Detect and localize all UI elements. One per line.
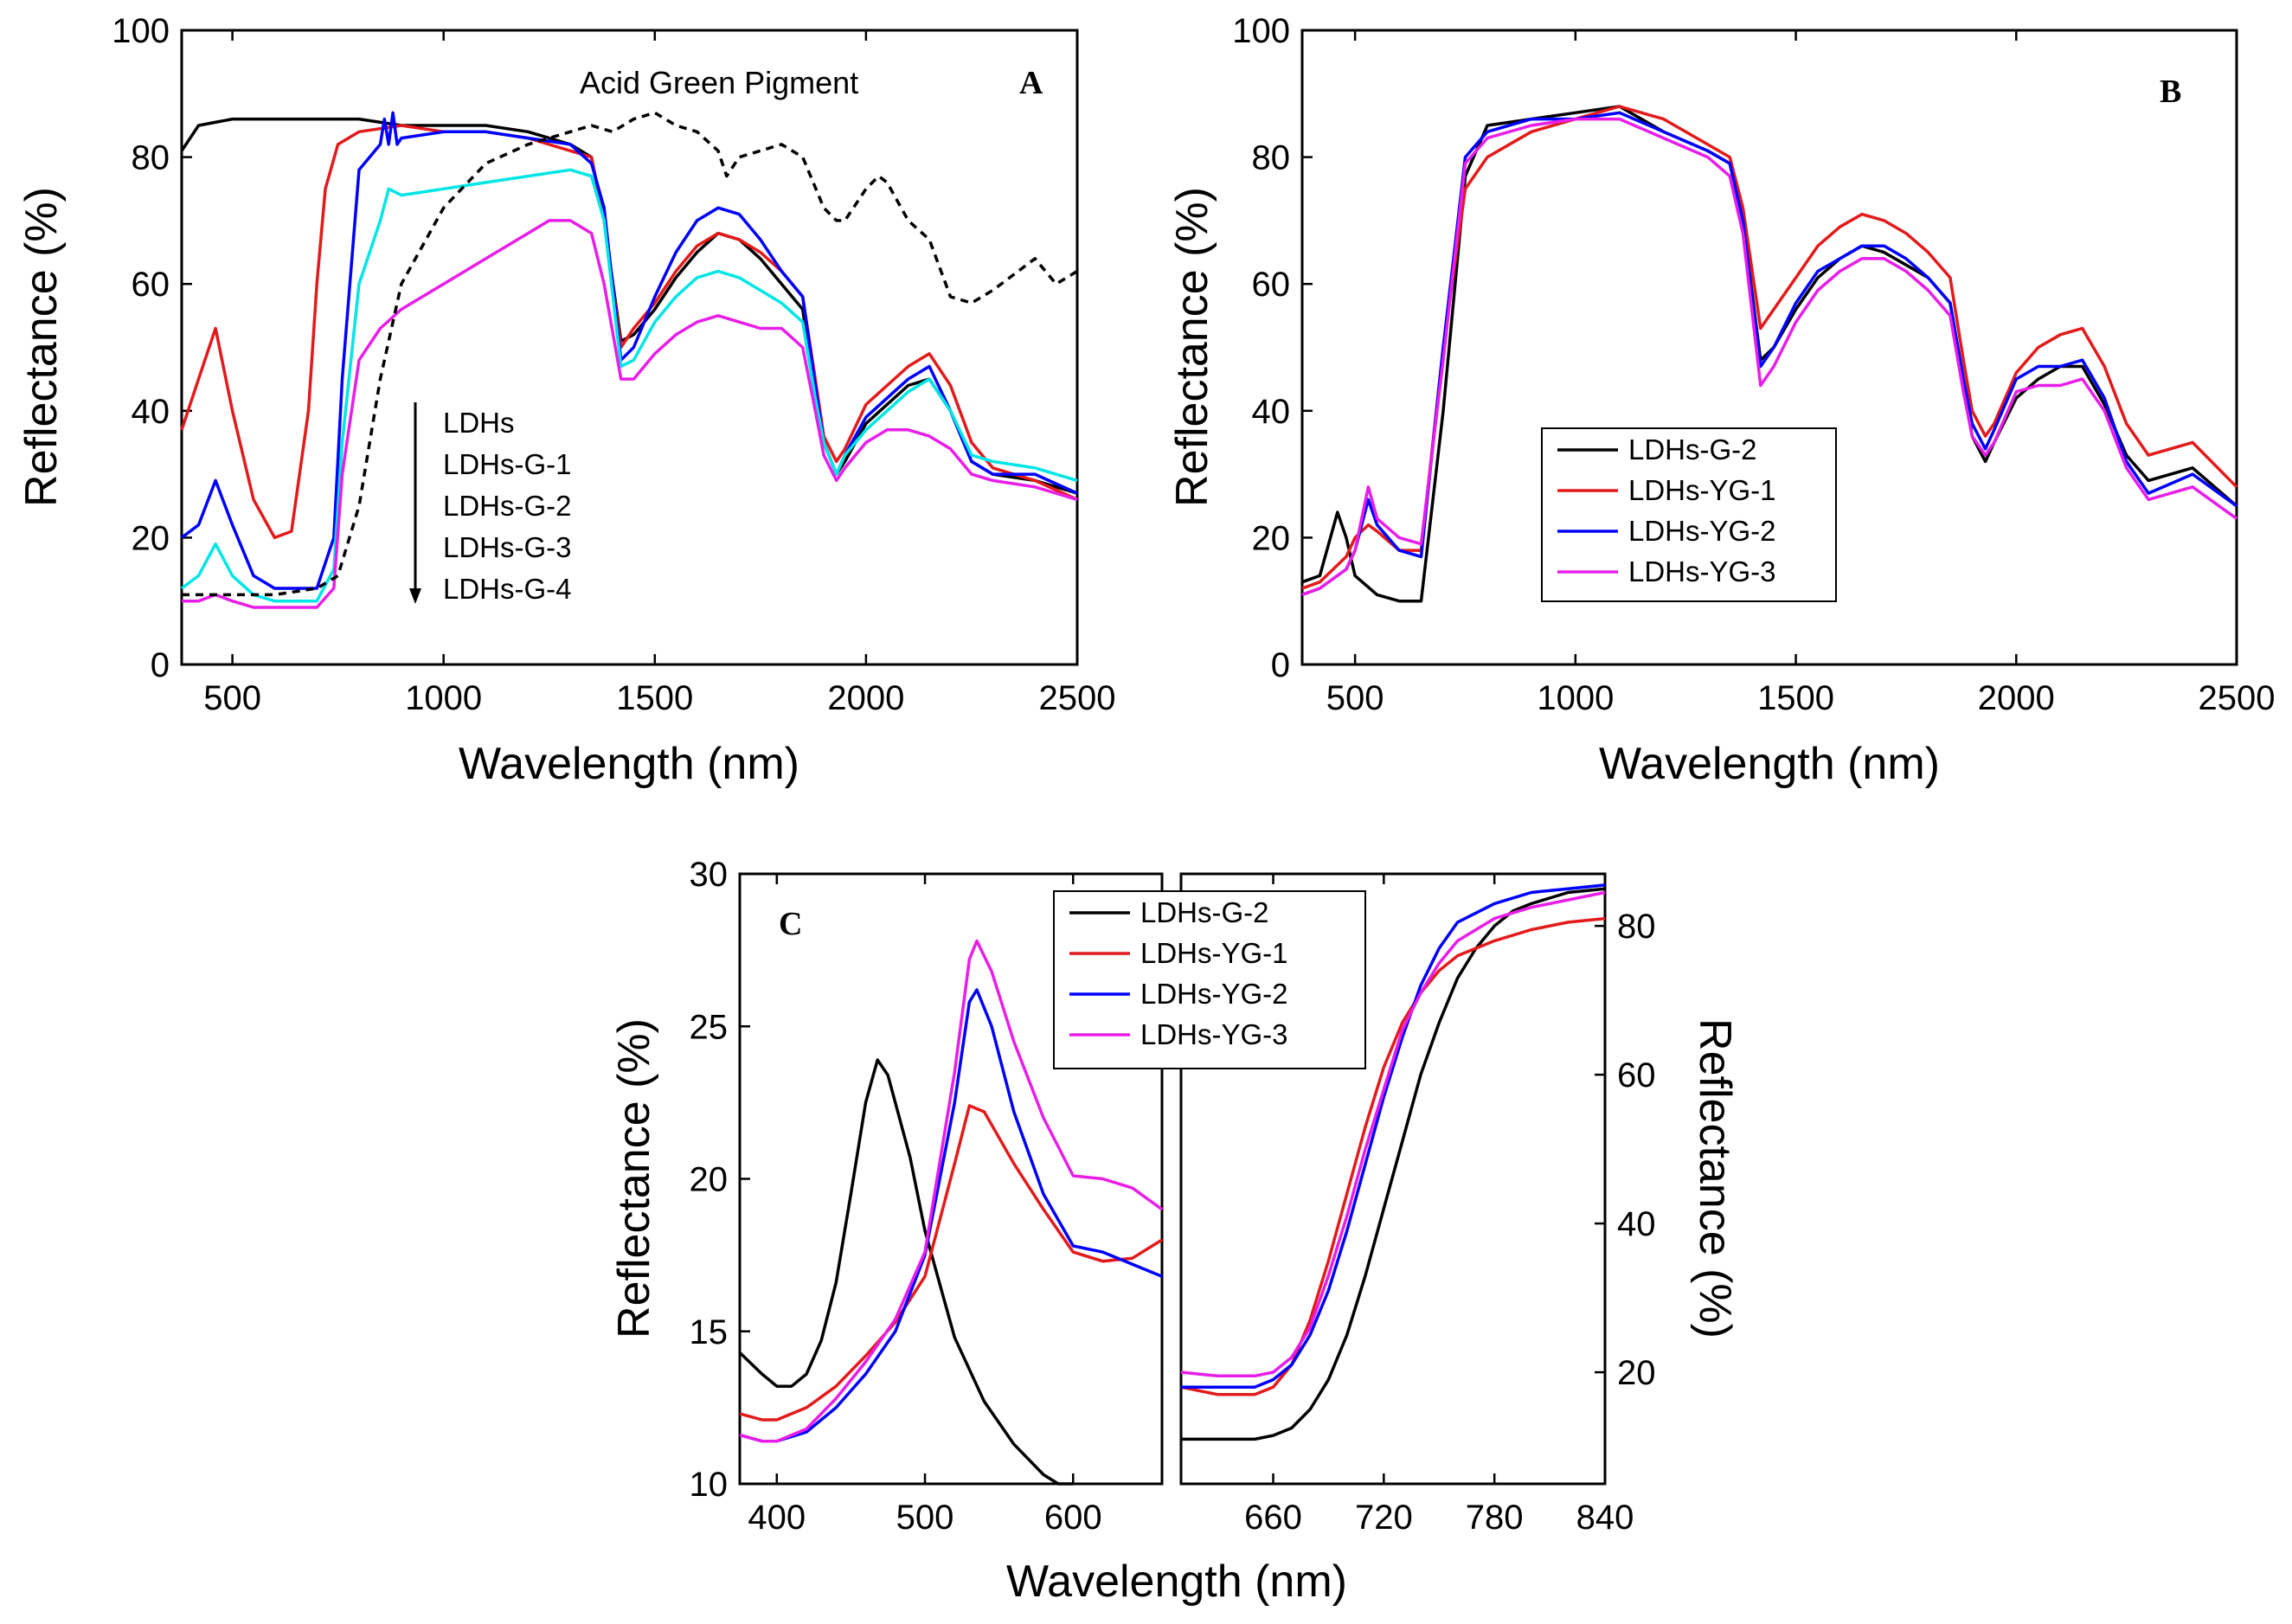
panel-b-xtick-label: 500	[1326, 679, 1384, 717]
panel-c-left-series-ldhs-yg-3	[739, 939, 1164, 1443]
panel-c-left-xtick-label: 500	[896, 1499, 954, 1537]
panel-a-series-acid-green-pigment	[182, 111, 1078, 597]
panel-a-series-ldhs-g-4	[182, 219, 1078, 609]
panel-b-series-ldhs-yg-1	[1301, 105, 2238, 590]
panel-b-xlabel: Wavelength (nm)	[1599, 739, 1940, 789]
panel-c-legend-label: LDHs-G-2	[1140, 896, 1269, 928]
panel-a-annotation: Acid Green Pigment	[580, 65, 858, 100]
panel-c-legend-label: LDHs-YG-1	[1140, 937, 1288, 969]
panel-b-ylabel: Reflectance (%)	[1167, 187, 1217, 507]
panel-c-left-xtick-label: 600	[1044, 1499, 1102, 1537]
panel-c-right-series-ldhs-yg-1	[1180, 916, 1606, 1396]
panel-c-left-ytick-label: 10	[690, 1466, 729, 1504]
panel-c-legend-label: LDHs-YG-2	[1140, 978, 1288, 1010]
panel-c-left-ytick-label: 20	[690, 1161, 729, 1199]
panel-a-frame	[180, 29, 1079, 666]
panel-a-ytick-label: 20	[132, 519, 170, 557]
panel-a-ytick-label: 80	[132, 139, 170, 177]
panel-b-ytick-label: 0	[1271, 646, 1290, 684]
panel-a-xtick-label: 500	[203, 679, 261, 717]
panel-c-letter: C	[779, 906, 802, 942]
panel-c-legend-box	[1053, 890, 1366, 1069]
panel-b-series-ldhs-yg-3	[1301, 117, 2238, 597]
panel-a-legend-item: LDHs-G-2	[443, 490, 572, 522]
panel-a: 500 1000 1500 2000 2500 0 20 40 60 80 100 A Acid G…	[16, 12, 1115, 789]
panel-c-left-series-ldhs-yg-1	[739, 1104, 1163, 1422]
panel-b-series-ldhs-g-2	[1301, 105, 2238, 603]
panel-a-legend-item: LDHs-G-3	[443, 531, 572, 563]
panel-a-legend-item: LDHs	[443, 407, 515, 439]
panel-b-frame	[1300, 29, 2238, 666]
panel-b-ytick-label: 20	[1252, 519, 1291, 557]
panel-b-ytick-label: 40	[1252, 393, 1291, 431]
panel-b-legend-label: LDHs-YG-2	[1628, 515, 1776, 547]
panel-a-xtick-label: 2500	[1039, 679, 1116, 717]
panel-a-xtick-label: 2000	[827, 679, 904, 717]
panel-c-left-ylabel: Reflectance (%)	[609, 1018, 659, 1338]
panel-c-left-ytick-label: 30	[690, 856, 729, 894]
panel-c-right-xtick-label: 840	[1576, 1499, 1634, 1537]
panel-c-right-xtick-label: 780	[1466, 1499, 1524, 1537]
panel-b-legend-label: LDHs-G-2	[1628, 433, 1757, 465]
panel-b-legend-label: LDHs-YG-1	[1628, 474, 1776, 506]
panel-a-series-ldhs-g-1	[180, 124, 1078, 540]
panel-a-ylabel: Reflectance (%)	[16, 187, 67, 507]
panel-c-right-series-ldhs-yg-2	[1181, 883, 1606, 1389]
panel-c-right-ytick-label: 20	[1617, 1354, 1656, 1392]
panel-a-ytick-label: 0	[151, 646, 170, 684]
panel-a-letter: A	[1019, 65, 1043, 101]
panel-c-right-frame	[1179, 872, 1607, 1486]
panel-a-ytick-label: 40	[132, 393, 170, 431]
panel-b-ytick-label: 100	[1232, 12, 1290, 50]
panel-b-legend: LDHs-G-2 LDHs-YG-1 LDHs-YG-2 LDHs-YG-3	[1541, 427, 1837, 602]
panel-a-legend-item: LDHs-G-1	[443, 448, 572, 480]
panel-c-right-ytick-label: 40	[1617, 1205, 1656, 1243]
panel-a-series-ldhs-g-3	[180, 168, 1078, 603]
panel-b-series-ldhs-yg-2	[1301, 111, 2238, 597]
panel-a-xlabel: Wavelength (nm)	[459, 739, 799, 789]
panel-c-left-ytick-label: 15	[690, 1313, 729, 1351]
panel-b-legend-label: LDHs-YG-3	[1628, 555, 1776, 587]
panel-b-ytick-label: 80	[1252, 139, 1291, 177]
panel-c-left-series-ldhs-g-2	[738, 1058, 1074, 1486]
panel-c-legend: LDHs-G-2 LDHs-YG-1 LDHs-YG-2 LDHs-YG-3	[1053, 890, 1366, 1069]
panel-a-ytick-label: 100	[112, 12, 170, 50]
panel-c-xlabel: Wavelength (nm)	[1006, 1557, 1347, 1607]
legend-arrow-head-icon	[409, 588, 421, 604]
panel-a-ytick-label: 60	[132, 266, 170, 304]
panel-c-left-series-ldhs-yg-2	[739, 988, 1163, 1443]
panel-b-xtick-label: 2000	[1978, 679, 2055, 717]
panel-b-xtick-label: 2500	[2199, 679, 2276, 717]
panel-b-xtick-label: 1500	[1757, 679, 1834, 717]
panel-b-xtick-label: 1000	[1537, 679, 1614, 717]
panel-a-xtick-label: 1500	[616, 679, 693, 717]
panel-b: 500 1000 1500 2000 2500 0 20 40 60 80 100 B Wavele…	[1167, 12, 2275, 789]
panel-c-left-xtick-label: 400	[748, 1499, 806, 1537]
panel-c-right-series-ldhs-yg-3	[1180, 890, 1606, 1378]
panel-c-right-ytick-label: 80	[1617, 908, 1656, 946]
panel-c-left-ytick-label: 25	[690, 1008, 729, 1046]
panel-c-right-xtick-label: 720	[1355, 1499, 1413, 1537]
panel-b-ytick-label: 60	[1252, 266, 1291, 304]
panel-b-letter: B	[2160, 74, 2181, 110]
panel-c-right-ytick-label: 60	[1617, 1056, 1656, 1094]
panel-c-right-ylabel: Reflectance (%)	[1690, 1018, 1740, 1338]
panel-a-legend: LDHs LDHs-G-1 LDHs-G-2 LDHs-G-3 LDHs-G-4	[409, 402, 572, 605]
panel-c-right-xtick-label: 660	[1244, 1499, 1302, 1537]
panel-a-xtick-label: 1000	[405, 679, 482, 717]
panel-a-legend-item: LDHs-G-4	[443, 573, 572, 605]
panel-c-legend-label: LDHs-YG-3	[1140, 1018, 1288, 1050]
panel-a-series-ldhs-g-2	[180, 111, 1078, 590]
